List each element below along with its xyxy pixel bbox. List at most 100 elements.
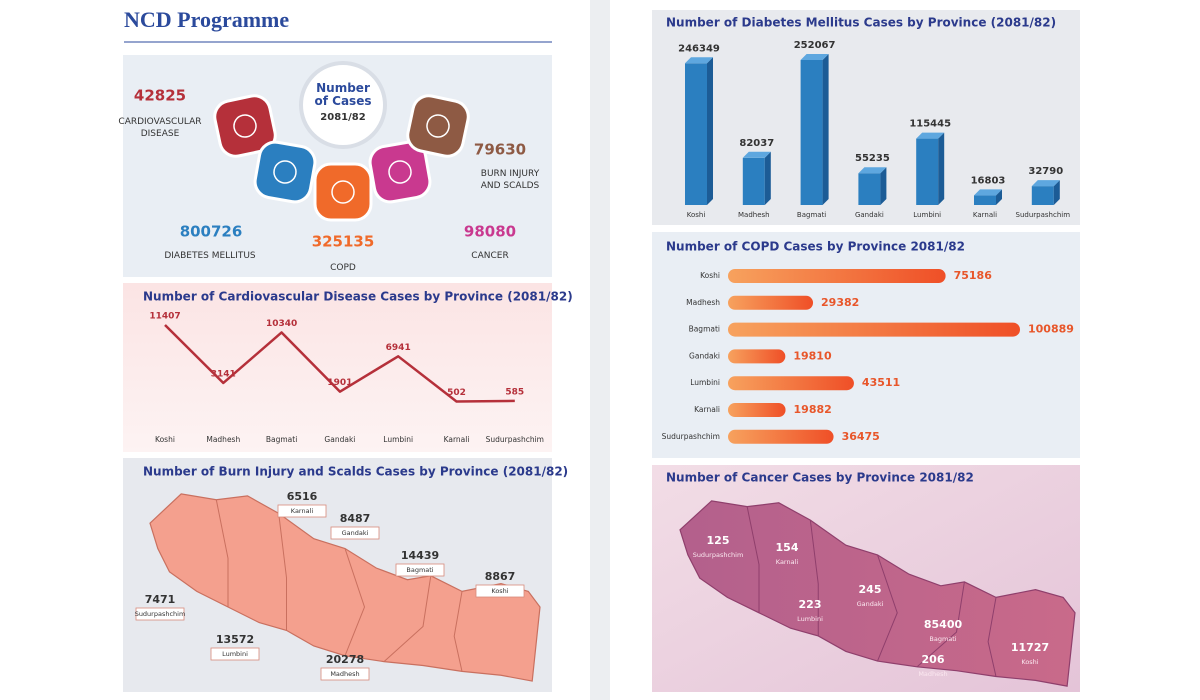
region-value: 13572 — [216, 633, 254, 646]
province-border — [216, 500, 228, 607]
icon-tile — [368, 140, 432, 204]
x-tick-label: Sudurpashchim — [486, 435, 544, 444]
icon-tile — [406, 94, 470, 158]
bar-top — [858, 167, 887, 174]
region-value: 154 — [776, 541, 799, 554]
region-label: Lumbini — [222, 650, 248, 658]
region-value: 11727 — [1011, 641, 1049, 654]
x-tick-label: Gandaki — [855, 211, 884, 219]
line — [164, 324, 515, 403]
case-value: 800726 — [180, 223, 243, 241]
x-tick-label: Karnali — [973, 211, 997, 219]
data-label: 115445 — [909, 119, 951, 130]
chart-title: Number of Diabetes Mellitus Cases by Pro… — [666, 16, 1056, 30]
chart-title: Number of Cancer Cases by Province 2081/… — [666, 471, 974, 485]
icon-glyph — [273, 160, 297, 184]
data-label: 585 — [505, 387, 524, 397]
bar-side — [764, 151, 771, 205]
region-label: Gandaki — [342, 529, 369, 537]
center-title: Number of Cases — [314, 81, 372, 108]
province-border — [878, 555, 898, 661]
bar-side — [938, 132, 945, 205]
data-label: 29382 — [821, 296, 859, 309]
y-tick-label: Lumbini — [690, 378, 720, 387]
province-border — [384, 576, 431, 662]
region-value: 7471 — [145, 593, 176, 606]
province-border — [810, 520, 818, 636]
y-tick-label: Sudurpashchim — [662, 432, 720, 441]
x-tick-label: Bagmati — [797, 211, 826, 219]
bar — [858, 173, 881, 205]
province-border — [988, 597, 996, 676]
page-title: NCD Programme — [124, 7, 289, 32]
case-label: BURN INJURY AND SCALDS — [480, 169, 540, 191]
data-label: 32790 — [1028, 166, 1063, 177]
y-tick-label: Karnali — [694, 405, 720, 414]
case-label: CARDIOVASCULAR DISEASE — [118, 117, 202, 139]
case-value: 42825 — [134, 87, 186, 105]
icon-glyph — [331, 180, 355, 204]
bar — [800, 60, 823, 205]
case-label: DIABETES MELLITUS — [164, 251, 256, 261]
region-tag — [320, 667, 370, 681]
data-label: 6941 — [386, 343, 411, 353]
data-label: 252067 — [794, 40, 836, 51]
case-value: 325135 — [312, 233, 375, 251]
region-label: Madhesh — [918, 670, 947, 678]
x-tick-label: Madhesh — [738, 211, 770, 219]
province-border — [279, 513, 287, 630]
region-tag — [330, 526, 380, 540]
region-tag — [210, 647, 260, 661]
bar — [916, 138, 939, 205]
case-icon — [406, 94, 470, 158]
x-tick-label: Lumbini — [913, 211, 941, 219]
data-label: 1901 — [327, 378, 352, 388]
region-tag — [475, 584, 525, 598]
bar — [728, 322, 1020, 337]
bar-top — [742, 151, 771, 158]
bar — [728, 376, 854, 391]
case-value: 98080 — [464, 223, 516, 241]
bar-top — [974, 189, 1002, 196]
region-value: 223 — [799, 598, 822, 611]
data-label: 16803 — [971, 175, 1006, 186]
data-label: 75186 — [954, 269, 993, 282]
bar-top — [1031, 180, 1060, 187]
region-value: 245 — [859, 583, 882, 596]
x-tick-label: Madhesh — [206, 435, 240, 444]
x-tick-label: Sudurpashchim — [1016, 211, 1071, 219]
case-icon — [313, 162, 373, 222]
bar-side — [1053, 180, 1060, 205]
data-label: 82037 — [739, 138, 774, 149]
data-label: 246349 — [678, 43, 720, 54]
region-label: Karnali — [776, 558, 799, 566]
region-tag — [395, 563, 445, 577]
region-label: Koshi — [491, 587, 508, 595]
region-value: 206 — [922, 653, 945, 666]
region-value: 125 — [707, 534, 730, 547]
icon-glyph — [233, 114, 257, 138]
data-label: 10340 — [266, 319, 297, 329]
region-value: 14439 — [401, 549, 439, 562]
bar-side — [707, 57, 713, 205]
province-border — [454, 591, 462, 671]
bar — [728, 295, 814, 310]
icon-glyph — [426, 114, 450, 138]
x-tick-label: Bagmati — [266, 435, 297, 444]
icon-glyph — [388, 160, 412, 184]
chart-title: Number of COPD Cases by Province 2081/82 — [666, 240, 965, 254]
y-tick-label: Gandaki — [689, 351, 720, 360]
region-value: 8487 — [340, 512, 371, 525]
region-label: Bagmati — [406, 566, 433, 574]
region-label: Madhesh — [330, 670, 359, 678]
y-tick-label: Madhesh — [686, 298, 720, 307]
cancer-map — [680, 501, 1075, 686]
page-fold — [590, 0, 610, 700]
data-label: 19810 — [793, 349, 832, 362]
region-value: 20278 — [326, 653, 364, 666]
case-icon — [213, 94, 277, 158]
bar — [728, 349, 786, 364]
region-label: Karnali — [291, 507, 314, 515]
icon-tile — [313, 162, 373, 222]
